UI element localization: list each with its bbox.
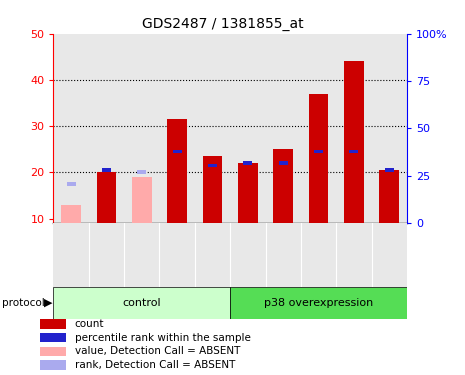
Bar [349, 150, 358, 153]
Bar [124, 34, 159, 223]
Text: protocol: protocol [2, 298, 45, 308]
Bar [203, 156, 222, 223]
Bar [385, 168, 393, 172]
Bar [230, 287, 407, 319]
Bar [309, 94, 328, 223]
Bar [243, 161, 252, 165]
Bar [344, 62, 364, 223]
Bar [266, 34, 301, 223]
Bar [40, 346, 66, 356]
Bar [273, 149, 293, 223]
Text: control: control [122, 298, 161, 308]
Bar [124, 223, 159, 287]
Bar [336, 223, 372, 287]
Text: percentile rank within the sample: percentile rank within the sample [74, 333, 251, 343]
Bar [53, 287, 230, 319]
Bar [195, 34, 230, 223]
Bar [167, 119, 187, 223]
Bar [379, 170, 399, 223]
Text: rank, Detection Call = ABSENT: rank, Detection Call = ABSENT [74, 360, 235, 370]
Bar [230, 34, 266, 223]
Bar [173, 150, 181, 153]
Text: ▶: ▶ [44, 298, 53, 308]
Text: value, Detection Call = ABSENT: value, Detection Call = ABSENT [74, 346, 240, 356]
Bar [336, 34, 372, 223]
Bar [372, 34, 407, 223]
Bar [208, 164, 217, 167]
Bar [102, 168, 111, 172]
Bar [159, 223, 195, 287]
Bar [66, 182, 75, 186]
Bar [230, 223, 266, 287]
Bar [159, 34, 195, 223]
Text: count: count [74, 319, 104, 329]
Bar [137, 171, 146, 174]
Text: GDS2487 / 1381855_at: GDS2487 / 1381855_at [142, 17, 304, 31]
Bar [379, 170, 399, 223]
Bar [97, 172, 116, 223]
Bar [208, 164, 217, 167]
Bar [349, 150, 358, 153]
Bar [279, 161, 287, 165]
Bar [372, 223, 407, 287]
Bar [61, 205, 81, 223]
Bar [40, 360, 66, 370]
Bar [102, 168, 111, 172]
Bar [89, 223, 124, 287]
Bar [301, 223, 336, 287]
Bar [97, 172, 116, 223]
Bar [132, 177, 152, 223]
Bar [385, 168, 393, 172]
Bar [314, 150, 323, 153]
Bar [40, 333, 66, 342]
Bar [344, 62, 364, 223]
Bar [137, 171, 146, 174]
Bar [238, 163, 258, 223]
Bar [238, 163, 258, 223]
Bar [301, 34, 336, 223]
Bar [203, 156, 222, 223]
Bar [89, 34, 124, 223]
Bar [309, 94, 328, 223]
Bar [40, 319, 66, 329]
Bar [167, 119, 187, 223]
Bar [243, 161, 252, 165]
Bar [273, 149, 293, 223]
Bar [61, 205, 81, 223]
Bar [266, 223, 301, 287]
Bar [279, 161, 287, 165]
Bar [53, 34, 89, 223]
Bar [314, 150, 323, 153]
Bar [132, 177, 152, 223]
Bar [66, 182, 75, 186]
Bar [195, 223, 230, 287]
Text: p38 overexpression: p38 overexpression [264, 298, 373, 308]
Bar [173, 150, 181, 153]
Bar [53, 223, 89, 287]
